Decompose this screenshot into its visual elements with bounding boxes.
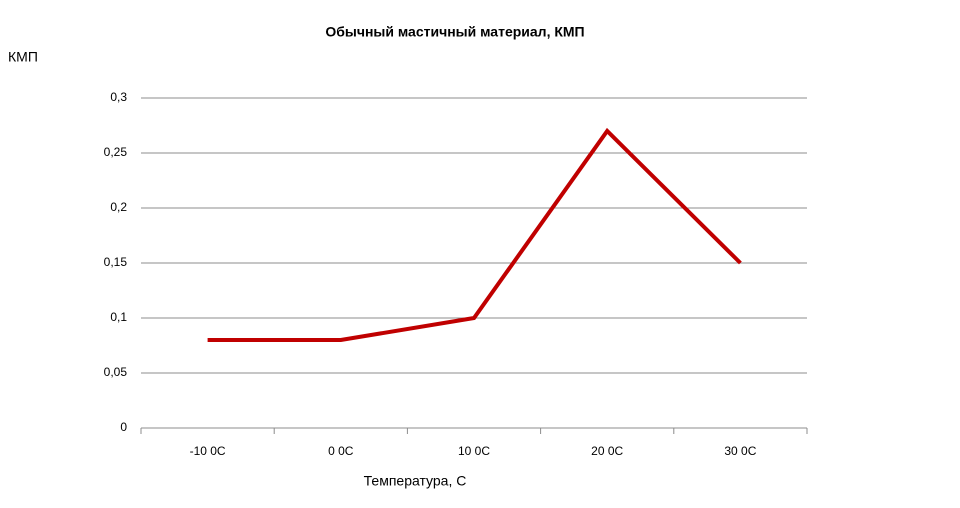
y-tick-label: 0,15 <box>104 255 128 269</box>
y-tick-label: 0,1 <box>110 310 127 324</box>
y-tick-label: 0,25 <box>104 145 128 159</box>
y-tick-label: 0 <box>120 420 127 434</box>
y-axis-label: КМП <box>8 49 38 65</box>
x-tick-label: -10 0С <box>190 444 226 458</box>
x-tick-label: 30 0С <box>724 444 756 458</box>
x-tick-label: 0 0С <box>328 444 354 458</box>
data-line <box>207 127 742 342</box>
y-tick-label: 0,05 <box>104 365 128 379</box>
y-tick-label: 0,3 <box>110 90 127 104</box>
x-tick-label: 20 0С <box>591 444 623 458</box>
x-tick-label: 10 0С <box>458 444 490 458</box>
x-axis-label: Температура, С <box>364 473 467 489</box>
chart-title: Обычный мастичный материал, КМП <box>325 24 584 40</box>
y-tick-label: 0,2 <box>110 200 127 214</box>
